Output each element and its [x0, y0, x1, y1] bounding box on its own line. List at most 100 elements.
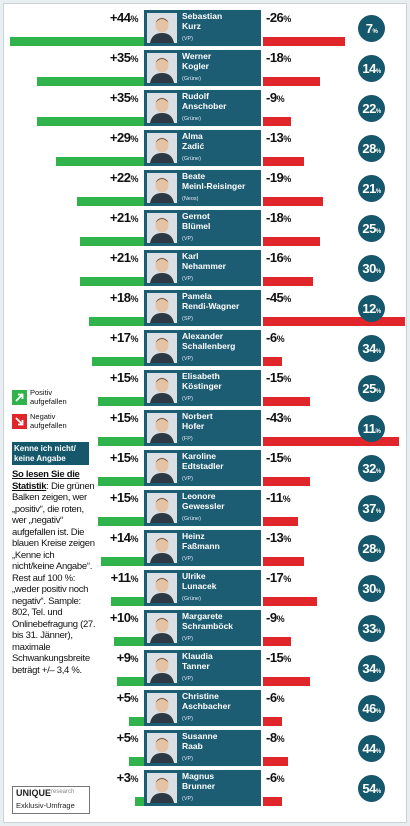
politician-name-box: Elisabeth Köstinger (VP): [144, 370, 261, 406]
party-label: (VP): [182, 356, 193, 362]
first-name: Beate: [182, 171, 206, 181]
chart-row: +14% -13% Heinz Faßmann (VP) 28%: [4, 530, 406, 568]
chart-row: +9% -15% Klaudia Tanner (VP) 34%: [4, 650, 406, 688]
negative-bar: [263, 237, 320, 246]
positive-bar: [55, 157, 144, 166]
politician-name: Heinz Faßmann: [182, 531, 260, 551]
politician-name: Ulrike Lunacek: [182, 571, 260, 591]
positive-value-label: +11%: [110, 570, 139, 585]
last-name: Lunacek: [182, 580, 217, 591]
last-name: Kurz: [182, 20, 201, 31]
positive-value-label: +29%: [109, 130, 139, 145]
unknown-circle: 21%: [358, 175, 385, 202]
positive-value-label: +17%: [109, 330, 139, 345]
unknown-circle: 54%: [358, 775, 385, 802]
negative-bar: [263, 197, 323, 206]
politician-name-box: Klaudia Tanner (VP): [144, 650, 261, 686]
portrait-icon: [147, 93, 177, 123]
politician-name: Klaudia Tanner: [182, 651, 260, 671]
politician-name: Sebastian Kurz: [182, 11, 260, 31]
negative-value-label: -19%: [266, 170, 291, 185]
chart-row: +21% -18% Gernot Blümel (VP) 25%: [4, 210, 406, 248]
positive-bar: [101, 557, 144, 566]
last-name: Schramböck: [182, 620, 234, 631]
unknown-circle: 34%: [358, 655, 385, 682]
legend-negative-line2: aufgefallen: [30, 420, 67, 430]
first-name: Leonore: [182, 491, 216, 501]
positive-bar: [128, 757, 144, 766]
first-name: Klaudia: [182, 651, 213, 661]
positive-bar: [116, 677, 144, 686]
unknown-circle: 33%: [358, 615, 385, 642]
negative-value-label: -17%: [266, 570, 291, 585]
negative-value-label: -15%: [266, 450, 291, 465]
negative-value-label: -43%: [266, 410, 291, 425]
unknown-circle: 30%: [358, 255, 385, 282]
first-name: Pamela: [182, 291, 212, 301]
unknown-circle: 37%: [358, 495, 385, 522]
politician-name: Karoline Edtstadler: [182, 451, 260, 471]
politician-name-box: Werner Kogler (Grüne): [144, 50, 261, 86]
first-name: Karoline: [182, 451, 217, 461]
party-label: (VP): [182, 36, 193, 42]
unknown-circle: 34%: [358, 335, 385, 362]
negative-bar: [263, 117, 292, 126]
first-name: Susanne: [182, 731, 218, 741]
politician-name-box: Alexander Schallenberg (VP): [144, 330, 261, 366]
legend-unknown-line1: Kenne ich nicht/: [14, 444, 76, 453]
party-label: (VP): [182, 276, 193, 282]
party-label: (VP): [182, 636, 193, 642]
portrait-icon: [147, 53, 177, 83]
unknown-circle: 22%: [358, 95, 385, 122]
portrait-icon: [147, 733, 177, 763]
negative-bar: [263, 637, 292, 646]
legend-negative: Negativ aufgefallen: [12, 412, 88, 434]
party-label: (Grüne): [182, 76, 201, 82]
positive-value-label: +3%: [116, 770, 139, 785]
politician-name-box: Karl Nehammer (VP): [144, 250, 261, 286]
negative-value-label: -16%: [266, 250, 291, 265]
positive-value-label: +5%: [116, 730, 139, 745]
first-name: Karl: [182, 251, 199, 261]
chart-panel: +44% -26% Sebastian Kurz (VP) 7% +35% -18% Werne…: [3, 3, 407, 823]
positive-bar: [37, 77, 144, 86]
negative-value-label: -18%: [266, 210, 291, 225]
unknown-circle: 44%: [358, 735, 385, 762]
positive-value-label: +18%: [109, 290, 139, 305]
portrait-icon: [147, 533, 177, 563]
positive-bar: [80, 277, 144, 286]
arrow-down-right-icon: [12, 414, 27, 429]
negative-value-label: -8%: [266, 730, 285, 745]
politician-name-box: Ulrike Lunacek (Grüne): [144, 570, 261, 606]
positive-value-label: +15%: [109, 370, 139, 385]
party-label: (Grüne): [182, 156, 201, 162]
unknown-circle: 25%: [358, 215, 385, 242]
chart-row: +15% -11% Leonore Gewessler (Grüne) 37%: [4, 490, 406, 528]
positive-value-label: +21%: [109, 210, 139, 225]
chart-row: +10% -9% Margarete Schramböck (VP) 33%: [4, 610, 406, 648]
portrait-icon: [147, 773, 177, 803]
negative-value-label: -18%: [266, 50, 291, 65]
negative-value-label: -6%: [266, 690, 285, 705]
chart-row: +21% -16% Karl Nehammer (VP) 30%: [4, 250, 406, 288]
source-brand-sub: research: [51, 789, 75, 795]
positive-bar: [98, 517, 144, 526]
negative-bar: [263, 77, 320, 86]
politician-name-box: Karoline Edtstadler (VP): [144, 450, 261, 486]
negative-value-label: -13%: [266, 130, 291, 145]
negative-bar: [263, 397, 311, 406]
portrait-icon: [147, 693, 177, 723]
positive-value-label: +15%: [109, 410, 139, 425]
positive-bar: [77, 197, 144, 206]
last-name: Köstinger: [182, 380, 222, 391]
negative-value-label: -26%: [266, 10, 291, 25]
source-brand: UNIQUE: [16, 788, 52, 798]
portrait-icon: [147, 373, 177, 403]
politician-name-box: Rudolf Anschober (Grüne): [144, 90, 261, 126]
negative-value-label: -6%: [266, 770, 285, 785]
politician-name: Gernot Blümel: [182, 211, 260, 231]
last-name: Nehammer: [182, 260, 226, 271]
politician-name: Magnus Brunner: [182, 771, 260, 791]
negative-value-label: -13%: [266, 530, 291, 545]
